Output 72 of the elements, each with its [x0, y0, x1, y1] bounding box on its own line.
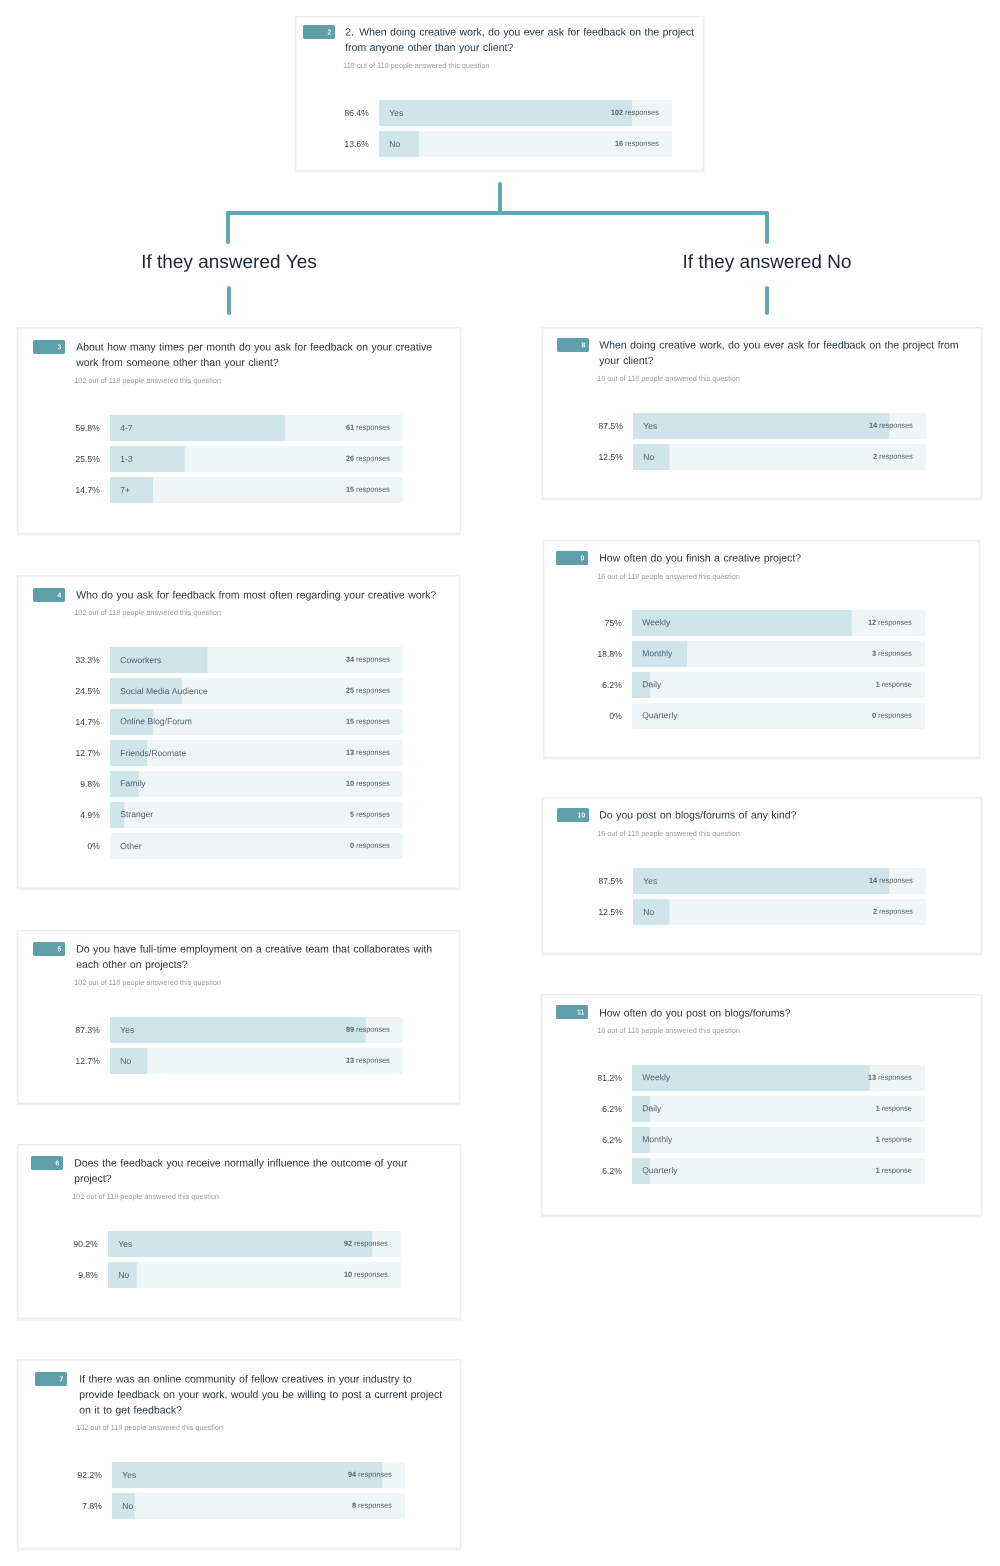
y-tick-label: Monthly [642, 649, 673, 658]
y-tick-label: Yes [118, 1241, 132, 1247]
y-tick-label: Monthly [642, 1135, 673, 1144]
chart-title: How often do you post on blogs/forums? [600, 1008, 791, 1019]
chart-title: When doing creative work, do you ever ask for feedback on the project from your client? [599, 340, 958, 367]
data-label: 92.2% [77, 1471, 102, 1479]
data-label: 90.2% [73, 1240, 98, 1248]
y-tick-label: Yes [120, 1027, 134, 1033]
y-tick-label: Weekly [642, 618, 671, 627]
data-label: 18.8% [598, 650, 622, 658]
data-label: 13.6% [345, 140, 369, 148]
data-label: 86.4% [344, 109, 369, 117]
y-tick-label: 1-3 [120, 455, 133, 463]
data-label: 24.5% [75, 687, 100, 695]
y-tick-label: Online Blog/Forum [120, 717, 192, 726]
y-tick-label: Stranger [120, 811, 154, 819]
y-tick-label: Friends/Roomate [120, 749, 186, 757]
y-tick-label: No [122, 1503, 133, 1509]
chart-title: Does the feedback you receive normally influence the outcome of your project? [74, 1158, 408, 1185]
chart-title: How often do you finish a creative project? [600, 553, 801, 564]
data-label: 81.2% [597, 1074, 622, 1082]
data-label: 7.8% [82, 1502, 102, 1510]
y-tick-label: Daily [642, 1104, 662, 1113]
y-tick-label: No [118, 1272, 129, 1278]
y-tick-label: Quarterly [642, 711, 678, 720]
y-tick-label: 7+ [120, 487, 130, 493]
data-label: 87.5% [598, 877, 623, 885]
data-label: 0% [609, 712, 622, 720]
y-tick-label: Daily [642, 680, 662, 689]
text: If they answered Yes [142, 254, 317, 272]
y-tick-label: Other [120, 842, 142, 850]
data-label: 14.7% [76, 486, 100, 493]
data-label: 9.8% [80, 780, 100, 788]
text: If they answered No [684, 254, 851, 272]
data-label: 4.9% [80, 811, 100, 819]
y-tick-label: Yes [643, 423, 657, 429]
data-label: 6.2% [602, 1167, 622, 1175]
data-label: 75% [605, 619, 622, 627]
chart-title: 2. When doing creative work, do you ever ask for feedback on the project from anyone other than your client? [345, 27, 695, 54]
data-label: 6.2% [602, 1105, 622, 1113]
y-tick-label: Family [120, 779, 146, 788]
y-tick-label: Coworkers [120, 656, 161, 664]
chart-title: Do you post on blogs/forums of any kind? [600, 810, 797, 821]
data-label: 33.3% [75, 656, 100, 664]
data-label: 12.7% [76, 749, 100, 757]
data-label: 6.2% [602, 681, 622, 689]
chart-title: Who do you ask for feedback from most often regarding your creative work? [76, 590, 436, 601]
chart-title: About how many times per month do you ask for feedback on your creative work from someone other than your client? [76, 342, 432, 369]
y-tick-label: No [643, 909, 654, 915]
data-label: 0% [87, 842, 100, 850]
data-label: 87.3% [75, 1026, 100, 1034]
data-label: 6.2% [602, 1136, 622, 1144]
data-label: 14.7% [76, 718, 100, 725]
chart-title: If there was an online community of fellow creatives in your industry to provide feedback on your work, would you be willing to post a current project on it to get feedback? [79, 1374, 443, 1416]
y-tick-label: Quarterly [642, 1166, 678, 1175]
data-label: 12.7% [76, 1057, 100, 1065]
data-label: 9.8% [78, 1271, 98, 1279]
data-label: 12.5% [599, 453, 623, 461]
y-tick-label: Yes [643, 878, 657, 884]
y-tick-label: 4-7 [120, 425, 133, 431]
y-tick-label: Yes [122, 1472, 136, 1478]
y-tick-label: Yes [389, 109, 403, 116]
data-label: 12.5% [599, 908, 623, 916]
chart-title: Do you have full-time employment on a creative team that collaborates with each other on projects? [76, 944, 432, 971]
y-tick-label: Weekly [642, 1073, 671, 1082]
data-label: 87.5% [598, 422, 623, 430]
y-tick-label: No [389, 140, 400, 147]
y-tick-label: Social Media Audience [120, 687, 208, 695]
y-tick-label: No [643, 454, 654, 460]
data-label: 59.8% [75, 424, 100, 432]
y-tick-label: No [120, 1058, 131, 1064]
data-label: 25.5% [75, 455, 100, 463]
